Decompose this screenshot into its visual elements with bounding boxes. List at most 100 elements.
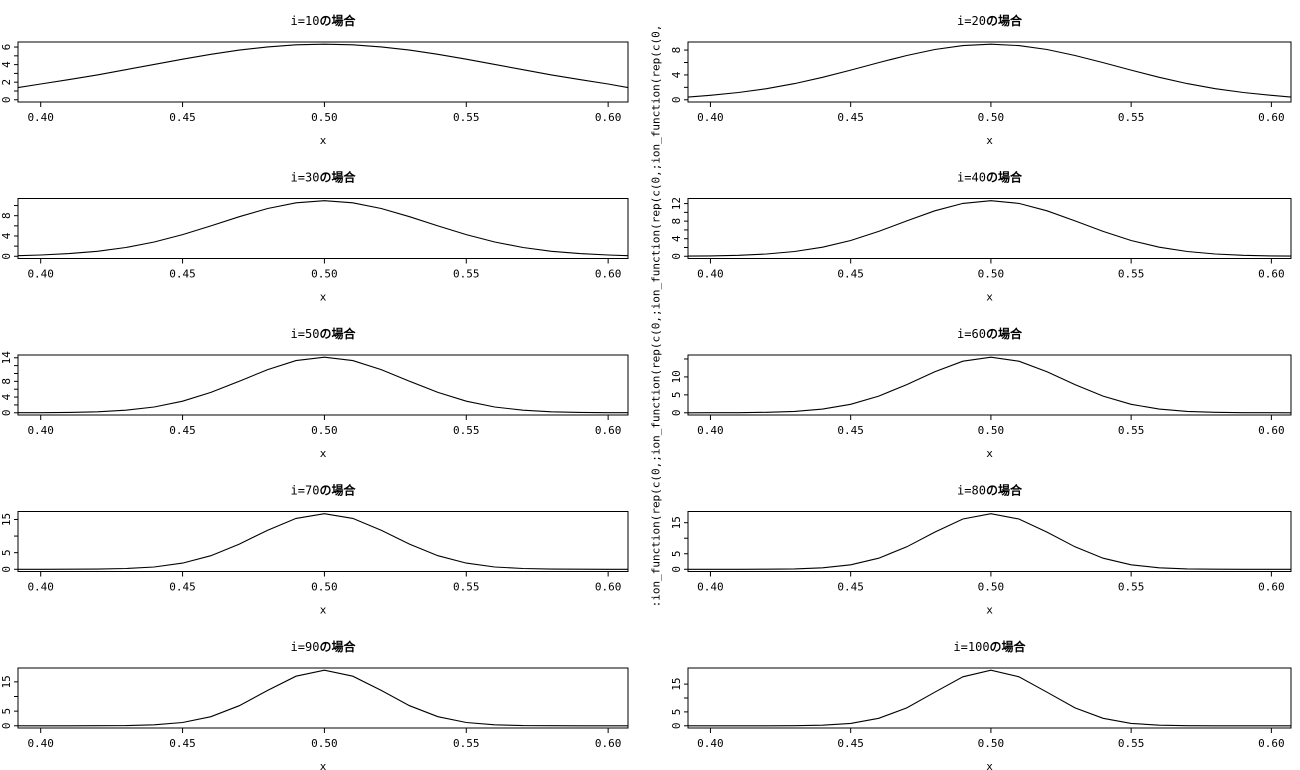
- x-axis-label: x: [986, 134, 993, 147]
- x-tick-label: 0.45: [837, 268, 864, 281]
- title-prefix: i=70: [291, 484, 320, 498]
- panel-i-80: i=80の場合 0.40 0.45 0.50 0.55 0.60 x 0 5 15: [670, 483, 1292, 617]
- panel-title: i=100の場合: [953, 639, 1026, 654]
- x-tick-label: 0.40: [697, 111, 724, 124]
- y-axis-label: :ion_function(rep(c(0,;ion_function(rep(…: [649, 0, 663, 632]
- y-tick-label: 0: [670, 96, 683, 103]
- plot-frame: [687, 354, 1292, 416]
- plot-frame: [687, 667, 1292, 729]
- x-tick-label: 0.55: [1118, 268, 1145, 281]
- density-line: [688, 43, 1291, 98]
- panel-title: i=50の場合: [291, 326, 357, 341]
- y-tick-label: 5: [0, 708, 13, 715]
- title-prefix: i=60: [957, 327, 986, 341]
- x-tick-label: 0.50: [978, 424, 1005, 437]
- y-tick-label: 5: [670, 550, 683, 557]
- plot-frame: [17, 41, 629, 103]
- x-tick-label: 0.40: [27, 424, 54, 437]
- title-prefix: i=10: [291, 14, 320, 28]
- x-tick-label: 0.55: [1118, 737, 1145, 750]
- y-tick-label: 0: [670, 722, 683, 729]
- x-tick-label: 0.55: [453, 424, 480, 437]
- title-suffix: の場合: [990, 639, 1027, 654]
- x-axis-label: x: [986, 760, 993, 770]
- panel-i-30: i=30の場合 0.40 0.45 0.50 0.55 0.60 x 0 4 8: [0, 170, 629, 304]
- y-tick-label: 8: [0, 212, 13, 219]
- x-tick-label: 0.45: [837, 737, 864, 750]
- plot-frame: [687, 511, 1292, 572]
- x-tick-label: 0.40: [697, 268, 724, 281]
- y-tick-label: 15: [670, 677, 683, 690]
- y-tick-label: 0: [0, 96, 13, 103]
- x-tick-label: 0.45: [169, 268, 196, 281]
- title-suffix: の場合: [319, 170, 356, 185]
- title-suffix: の場合: [986, 483, 1023, 498]
- panel-i-10: i=10の場合 0.40 0.45 0.50 0.55 0.60 x 0 2 4 6: [0, 13, 629, 147]
- x-tick-label: 0.40: [27, 111, 54, 124]
- x-tick-label: 0.40: [27, 268, 54, 281]
- x-tick-label: 0.50: [311, 111, 338, 124]
- y-tick-label: 0: [670, 253, 683, 260]
- x-axis-label: x: [320, 291, 327, 304]
- panel-i-50: i=50の場合 0.40 0.45 0.50 0.55 0.60 x 0 4 8 14: [0, 326, 629, 460]
- x-tick-label: 0.60: [595, 581, 622, 594]
- title-prefix: i=40: [957, 171, 986, 185]
- x-tick-label: 0.45: [169, 581, 196, 594]
- x-tick-label: 0.55: [453, 111, 480, 124]
- x-tick-label: 0.50: [978, 581, 1005, 594]
- y-tick-label: 8: [670, 218, 683, 225]
- y-tick-label: 12: [670, 197, 683, 210]
- x-tick-label: 0.50: [311, 737, 338, 750]
- y-tick-label: 8: [670, 47, 683, 54]
- x-tick-label: 0.60: [1258, 737, 1285, 750]
- title-prefix: i=100: [953, 640, 989, 654]
- x-tick-label: 0.60: [595, 268, 622, 281]
- y-tick-label: 0: [0, 253, 13, 260]
- x-tick-label: 0.50: [978, 268, 1005, 281]
- title-suffix: の場合: [986, 13, 1023, 28]
- x-tick-label: 0.55: [1118, 581, 1145, 594]
- x-tick-label: 0.60: [595, 737, 622, 750]
- x-tick-label: 0.40: [697, 424, 724, 437]
- y-tick-label: 10: [670, 370, 683, 383]
- x-tick-label: 0.50: [311, 424, 338, 437]
- y-tick-label: 5: [0, 549, 13, 556]
- y-tick-label: 5: [670, 709, 683, 716]
- panel-title: i=20の場合: [957, 13, 1023, 28]
- y-tick-label: 0: [0, 409, 13, 416]
- y-tick-label: 5: [670, 392, 683, 399]
- y-tick-label: 8: [0, 378, 13, 385]
- y-tick-label: 0: [670, 409, 683, 416]
- x-tick-label: 0.55: [453, 268, 480, 281]
- title-suffix: の場合: [319, 639, 356, 654]
- panel-i-40: i=40の場合 0.40 0.45 0.50 0.55 0.60 x 0 4 8 12: [670, 170, 1292, 304]
- plot-frame: [687, 41, 1292, 103]
- y-tick-label: 15: [0, 513, 13, 526]
- x-tick-label: 0.50: [978, 737, 1005, 750]
- panel-title: i=30の場合: [291, 170, 357, 185]
- title-prefix: i=30: [291, 171, 320, 185]
- y-tick-label: 15: [0, 675, 13, 688]
- panel-i-90: i=90の場合 0.40 0.45 0.50 0.55 0.60 x 0 5 15: [0, 639, 629, 770]
- panel-title: i=60の場合: [957, 326, 1023, 341]
- x-tick-label: 0.55: [1118, 424, 1145, 437]
- y-tick-label: 0: [0, 566, 13, 573]
- title-suffix: の場合: [319, 483, 356, 498]
- y-tick-label: 0: [0, 722, 13, 729]
- plot-frame: [17, 198, 629, 259]
- x-tick-label: 0.40: [697, 581, 724, 594]
- x-axis-label: x: [320, 604, 327, 617]
- y-tick-label: 4: [670, 235, 683, 242]
- y-tick-label: 4: [0, 393, 13, 400]
- x-tick-label: 0.40: [27, 581, 54, 594]
- density-line: [688, 200, 1291, 257]
- y-tick-label: 6: [0, 44, 13, 51]
- panel-title: i=70の場合: [291, 483, 357, 498]
- plot-frame: [687, 198, 1292, 259]
- plot-frame: [17, 667, 629, 729]
- y-tick-label: 14: [0, 351, 13, 365]
- x-tick-label: 0.60: [1258, 268, 1285, 281]
- x-tick-label: 0.45: [837, 581, 864, 594]
- x-tick-label: 0.45: [837, 111, 864, 124]
- x-tick-label: 0.60: [1258, 581, 1285, 594]
